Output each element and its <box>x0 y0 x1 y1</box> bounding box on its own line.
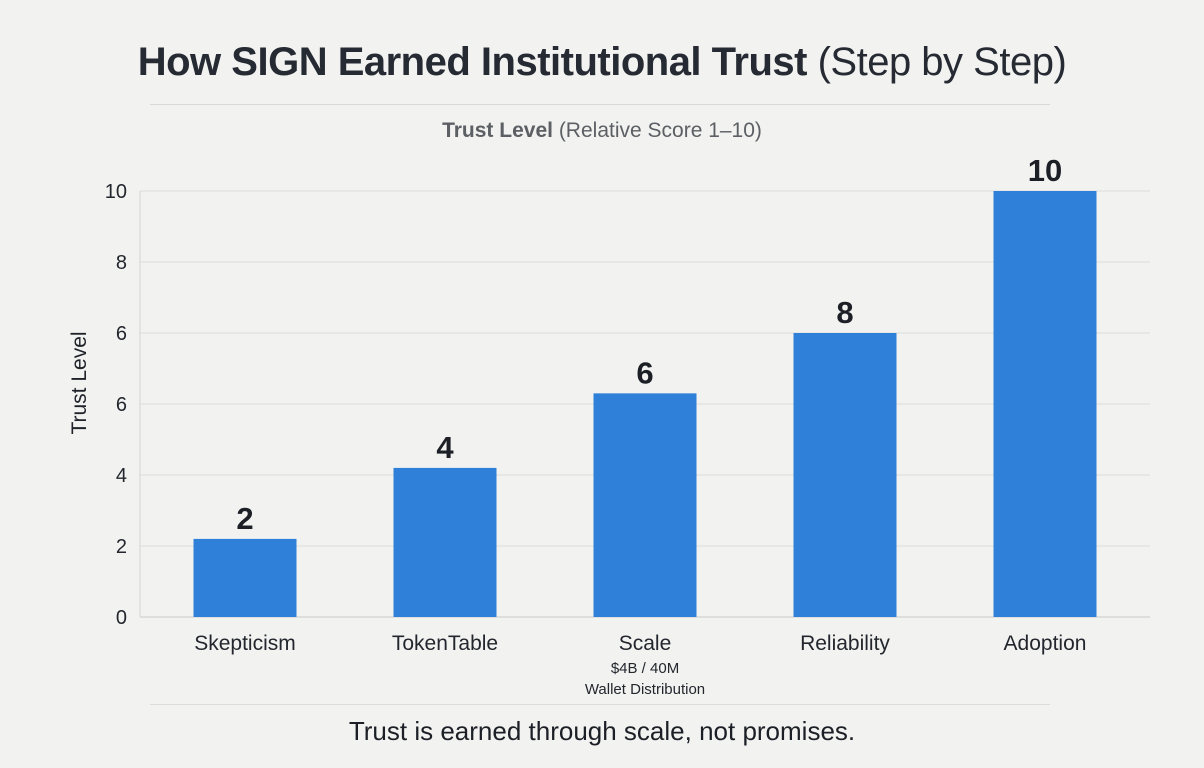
chart-subtitle-main: Trust Level <box>442 119 553 142</box>
y-tick-label: 6 <box>116 394 127 416</box>
x-tick-note: Wallet Distribution <box>584 681 706 698</box>
data-label: 8 <box>836 295 853 330</box>
data-label: 6 <box>636 355 653 390</box>
bar <box>393 467 497 617</box>
x-tick-label: Scale <box>618 632 672 655</box>
y-tick-label: 0 <box>116 607 127 629</box>
chart-title: How SIGN Earned Institutional Trust (Ste… <box>0 40 1204 85</box>
y-tick-label: 10 <box>105 181 127 203</box>
chart-subtitle-qualifier: (Relative Score 1–10) <box>558 119 762 142</box>
y-tick-label: 2 <box>116 536 127 558</box>
x-tick-label: Skepticism <box>194 632 296 655</box>
x-tick-label: Reliability <box>800 632 890 655</box>
y-axis-label: Trust Level <box>68 331 91 435</box>
x-tick-label: Adoption <box>1003 632 1087 655</box>
x-tick-label: TokenTable <box>391 632 499 655</box>
chart-title-main: How SIGN Earned Institutional Trust <box>137 40 808 84</box>
chart-caption: Trust is earned through scale, not promi… <box>348 716 856 746</box>
data-label: 2 <box>236 501 253 536</box>
chart-title-qualifier: (Step by Step) <box>817 40 1067 84</box>
footer-divider <box>150 704 1050 705</box>
title-divider <box>150 104 1050 105</box>
bar <box>993 191 1097 617</box>
data-label: 4 <box>436 430 454 465</box>
x-tick-note: $4B / 40M <box>610 660 680 677</box>
y-tick-label: 6 <box>116 323 127 345</box>
bar <box>593 393 697 617</box>
bar <box>793 333 897 617</box>
chart-subtitle: Trust Level (Relative Score 1–10) <box>0 119 1204 143</box>
bar <box>193 538 297 617</box>
y-tick-label: 8 <box>116 252 127 274</box>
y-tick-label: 4 <box>116 465 127 487</box>
data-label: 10 <box>1028 153 1062 188</box>
